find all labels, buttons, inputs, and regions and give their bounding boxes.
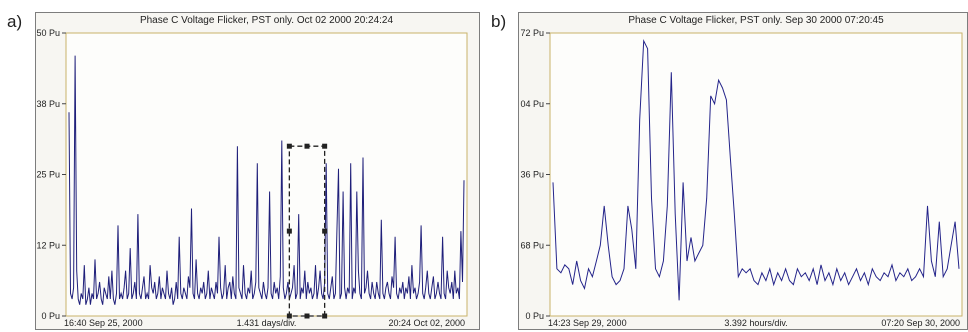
chart-a-x-start-label: 16:40 Sep 25, 2000: [64, 318, 143, 328]
chart-b-x-end-label: 07:20 Sep 30, 2000: [881, 318, 960, 328]
chart-a-y-tick-label: 12 Pu: [36, 240, 60, 250]
chart-b-title: Phase C Voltage Flicker, PST only. Sep 3…: [628, 15, 884, 26]
chart-a-series-line: [68, 55, 465, 305]
chart-b-y-tick-label: 04 Pu: [520, 99, 544, 109]
chart-a-selection-handle: [322, 143, 328, 149]
chart-b-series-line: [552, 38, 960, 301]
chart-a-x-end-label: 20:24 Oct 02, 2000: [388, 318, 465, 328]
chart-a-selection-handle: [322, 228, 328, 234]
panel-b-label: b): [491, 12, 507, 31]
chart-a-y-tick-label: 25 Pu: [36, 170, 60, 180]
chart-a-title: Phase C Voltage Flicker, PST only. Oct 0…: [140, 15, 394, 26]
chart-b-x-start-label: 14:23 Sep 29, 2000: [548, 318, 627, 328]
chart-a-plot-area: [65, 32, 468, 317]
chart-b-x-scale-label: 3.392 hours/div.: [724, 318, 787, 328]
chart-a-y-tick-label: 0 Pu: [41, 311, 60, 321]
chart-b-y-tick-label: 68 Pu: [520, 240, 544, 250]
chart-a-selection-handle: [286, 313, 292, 319]
chart-a-selection-handle: [286, 143, 292, 149]
chart-a-selection-handle: [286, 228, 292, 234]
chart-a-x-scale-label: 1.431 days/div.: [237, 318, 297, 328]
chart-a-selection-handle: [304, 143, 310, 149]
chart-b-y-tick-label: 36 Pu: [520, 170, 544, 180]
chart-b-y-tick-label: 0 Pu: [525, 311, 544, 321]
chart-a-y-tick-label: 38 Pu: [36, 99, 60, 109]
chart-b-y-tick-label: 72 Pu: [520, 28, 544, 38]
chart-a-selection-handle: [322, 313, 328, 319]
chart-a-selection-handle: [304, 313, 310, 319]
chart-a-y-tick-label: 50 Pu: [36, 28, 60, 38]
panel-a-label: a): [7, 12, 23, 31]
